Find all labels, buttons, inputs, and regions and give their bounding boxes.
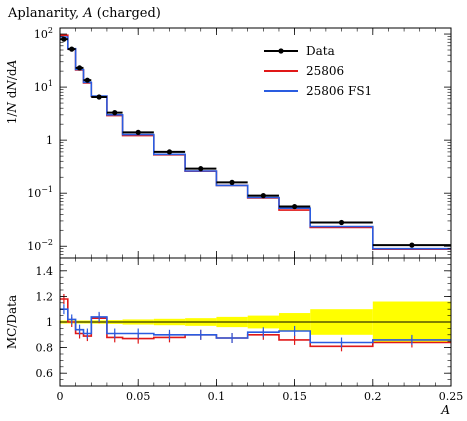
legend-data-label: Data	[306, 44, 335, 58]
x-tick-label: 0.15	[282, 390, 307, 403]
lower-y-tick-label: 0.8	[36, 342, 54, 355]
data-point	[84, 77, 90, 83]
upper-frame	[59, 27, 452, 259]
axis-ticks	[59, 28, 452, 387]
upper-y-tick-label: 1	[46, 134, 53, 147]
lower-ylabel: MC/Data	[5, 295, 19, 349]
ratio-band-layer	[60, 301, 451, 343]
lower-y-tick-label: 1.4	[36, 265, 54, 278]
upper-y-tick-label: 102	[34, 26, 53, 41]
data-point	[96, 94, 102, 100]
svg-text:MC/Data: MC/Data	[5, 295, 19, 349]
upper-y-tick-label: 101	[34, 79, 53, 94]
data-point	[292, 203, 298, 210]
series-25806-line	[60, 34, 451, 250]
legend-25806-label: 25806	[306, 64, 344, 78]
axis-labels: 0 0.05 0.1 0.15 0.2 0.25 102 101 1 10−1 10−2 0.6 0.8…	[27, 26, 463, 403]
x-axis-label: A	[440, 403, 450, 417]
x-tick-label: 0.2	[364, 390, 382, 403]
data-point	[260, 193, 266, 199]
chart-title: Aplanarity, A (charged)	[7, 6, 161, 21]
lower-y-tick-label: 1	[46, 316, 53, 329]
upper-ylabel: 1/N dN/dA	[5, 59, 19, 124]
upper-y-tick-label: 10−2	[27, 238, 53, 253]
data-point	[76, 65, 83, 71]
svg-text:1/N dN/dA: 1/N dN/dA	[5, 59, 19, 124]
legend-25806-fs1-label: 25806 FS1	[306, 84, 372, 98]
lower-y-tick-label: 0.6	[36, 367, 54, 380]
data-point	[229, 179, 235, 185]
legend-data-marker	[278, 48, 284, 54]
data-point	[69, 46, 75, 52]
upper-y-tick-label: 10−1	[27, 185, 53, 200]
x-tick-label: 0.05	[126, 390, 151, 403]
data-point	[198, 166, 204, 172]
data-point	[338, 219, 345, 226]
upper-data-points-layer	[60, 36, 451, 248]
series-25806-fs1-line	[60, 36, 451, 250]
lower-y-tick-label: 1.2	[36, 290, 54, 303]
data-point	[409, 242, 415, 248]
legend: Data 25806 25806 FS1	[264, 44, 372, 98]
x-tick-label: 0.1	[208, 390, 226, 403]
data-point	[61, 36, 67, 42]
x-tick-label: 0	[57, 390, 64, 403]
ratio-series-layer	[60, 293, 451, 352]
data-point	[112, 110, 118, 116]
upper-series-layer	[60, 34, 451, 250]
x-tick-label: 0.25	[439, 390, 464, 403]
data-point	[166, 149, 173, 155]
data-point	[135, 129, 141, 135]
ratio-25806-fs1-line	[60, 308, 451, 344]
